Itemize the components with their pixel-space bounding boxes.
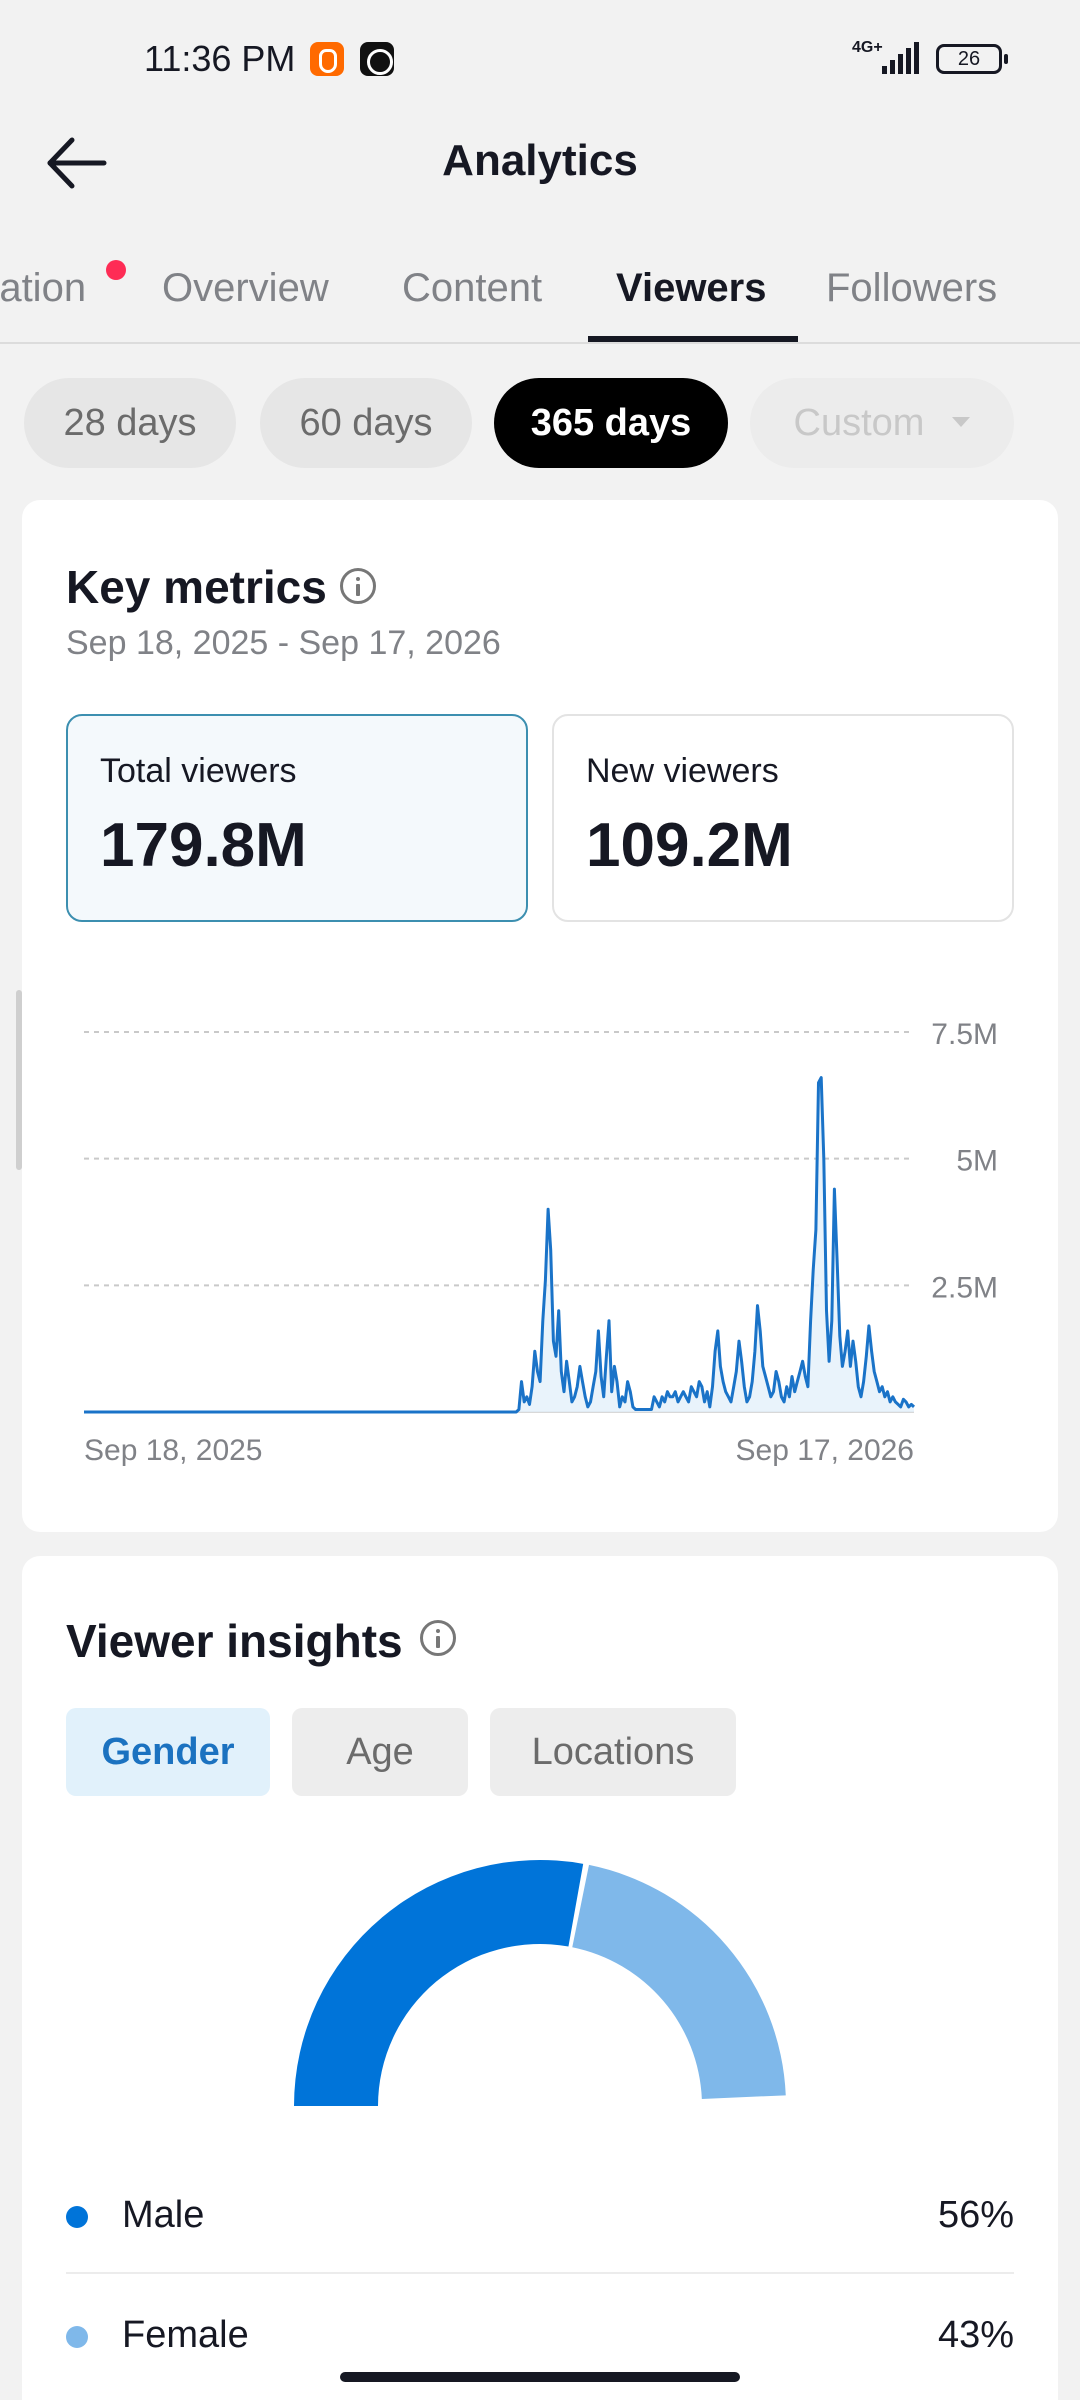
- viewers-chart[interactable]: 2.5M 5M 7.5M Sep 18, 2025 Sep 17, 2026: [22, 940, 1058, 1500]
- tab-overview[interactable]: Overview: [162, 266, 329, 310]
- period-28-days[interactable]: 28 days: [24, 378, 236, 468]
- new-viewers-label: New viewers: [586, 752, 779, 790]
- info-icon[interactable]: [340, 568, 376, 604]
- tab-viewers[interactable]: Viewers: [616, 266, 767, 310]
- home-indicator: [340, 2372, 740, 2382]
- viewer-insights-title: Viewer insights: [66, 1615, 403, 1667]
- signal-icon: [882, 42, 919, 74]
- legend-male: Male 56%: [66, 2156, 1014, 2274]
- arrow-left-icon[interactable]: [42, 128, 112, 198]
- notification-dot: [106, 260, 126, 280]
- period-custom[interactable]: Custom: [750, 378, 1014, 468]
- battery-icon: 26: [936, 44, 1008, 74]
- page-title: Analytics: [442, 136, 638, 185]
- key-metrics-title: Key metrics: [66, 561, 327, 613]
- segment-locations[interactable]: Locations: [490, 1708, 736, 1796]
- status-time: 11:36 PM: [144, 38, 296, 79]
- x-end-label: Sep 17, 2026: [736, 1434, 915, 1467]
- tab-content[interactable]: Content: [402, 266, 543, 310]
- male-color-dot: [66, 2206, 88, 2228]
- new-viewers-value: 109.2M: [586, 811, 793, 880]
- tabs-fade: [1020, 236, 1080, 342]
- period-365-days[interactable]: 365 days: [494, 378, 728, 468]
- gender-donut-chart: [294, 1860, 786, 2106]
- total-viewers-label: Total viewers: [100, 752, 297, 790]
- tab-followers[interactable]: Followers: [826, 266, 998, 310]
- viewer-insights-card: Viewer insights Gender Age Locations Mal…: [22, 1556, 1058, 2400]
- chevron-down-icon: [952, 416, 971, 427]
- status-bar: 11:36 PM 4G+ 26: [0, 0, 1080, 120]
- period-60-days[interactable]: 60 days: [260, 378, 472, 468]
- donut-slice-male: [294, 1860, 584, 2106]
- legend-female: Female 43%: [66, 2276, 1014, 2394]
- tab-bar: ration Overview Content Viewers Follower…: [0, 236, 1080, 344]
- y-tick-label: 2.5M: [931, 1271, 998, 1304]
- network-type: 4G+: [852, 39, 883, 56]
- header: Analytics: [0, 120, 1080, 212]
- key-metrics-card: Key metrics Sep 18, 2025 - Sep 17, 2026 …: [22, 500, 1058, 1532]
- scroll-indicator: [16, 990, 22, 1170]
- x-start-label: Sep 18, 2025: [84, 1434, 263, 1467]
- segment-age[interactable]: Age: [292, 1708, 468, 1796]
- app-notification-icon-2: [360, 42, 394, 76]
- donut-slice-female: [572, 1864, 786, 2099]
- female-color-dot: [66, 2326, 88, 2348]
- series-area: [84, 1077, 914, 1412]
- female-label: Female: [122, 2314, 249, 2356]
- total-viewers-metric[interactable]: Total viewers 179.8M: [66, 714, 528, 922]
- active-tab-indicator: [588, 336, 798, 342]
- male-label: Male: [122, 2194, 205, 2236]
- info-icon[interactable]: [420, 1620, 456, 1656]
- female-value: 43%: [937, 2314, 1014, 2356]
- male-value: 56%: [937, 2194, 1014, 2236]
- y-tick-label: 7.5M: [931, 1018, 998, 1051]
- series-line: [84, 1076, 916, 1414]
- period-custom-label: Custom: [793, 402, 925, 444]
- new-viewers-metric[interactable]: New viewers 109.2M: [552, 714, 1014, 922]
- y-tick-label: 5M: [956, 1145, 998, 1178]
- segment-gender[interactable]: Gender: [66, 1708, 270, 1796]
- tab-inspiration[interactable]: ration: [0, 266, 87, 310]
- date-range: Sep 18, 2025 - Sep 17, 2026: [66, 624, 501, 662]
- app-notification-icon: [310, 42, 344, 76]
- total-viewers-value: 179.8M: [100, 811, 307, 880]
